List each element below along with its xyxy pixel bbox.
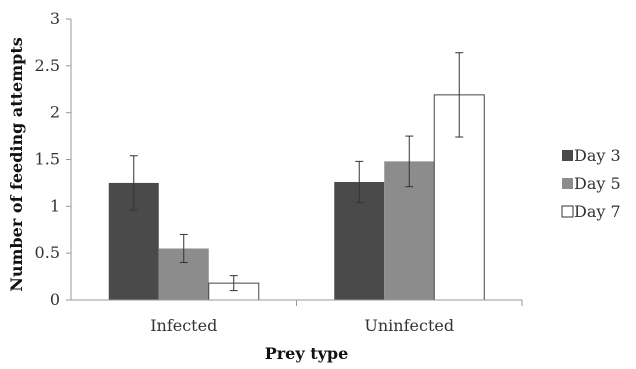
y-tick-label: 2 (50, 103, 60, 122)
legend-item: Day 3 (562, 146, 621, 165)
error-bar (355, 160, 364, 204)
category-labels: Infected Uninfected (150, 316, 454, 335)
legend: Day 3 Day 5 Day 7 (561, 146, 621, 221)
category-label: Uninfected (364, 316, 454, 335)
legend-swatch (561, 205, 574, 218)
category-label: Infected (150, 316, 217, 335)
y-tick-label: 1.5 (35, 150, 60, 169)
legend-swatch (562, 150, 573, 161)
error-bars-group (129, 52, 464, 292)
error-bar (179, 233, 188, 264)
legend-label: Day 3 (574, 146, 621, 165)
legend-label: Day 7 (574, 202, 621, 221)
bars-group (108, 94, 485, 301)
x-axis-ticks (296, 300, 523, 306)
y-tick-label: 0 (50, 290, 60, 309)
legend-item: Day 7 (561, 202, 621, 221)
error-bar (229, 275, 238, 292)
x-axis-title: Prey type (265, 344, 349, 363)
error-bar (129, 155, 138, 211)
y-tick-label: 2.5 (35, 56, 60, 75)
y-axis-title: Number of feeding attempts (7, 37, 26, 291)
y-tick-label: 3 (50, 9, 60, 28)
legend-label: Day 5 (574, 174, 621, 193)
y-tick-label: 1 (50, 196, 60, 215)
error-bar (455, 52, 464, 138)
legend-item: Day 5 (562, 174, 621, 193)
y-tick-label: 0.5 (35, 243, 60, 262)
error-bar (405, 135, 414, 188)
y-axis-ticks: 0 0.5 1 1.5 2 2.5 3 (35, 9, 71, 309)
legend-swatch (562, 178, 573, 189)
